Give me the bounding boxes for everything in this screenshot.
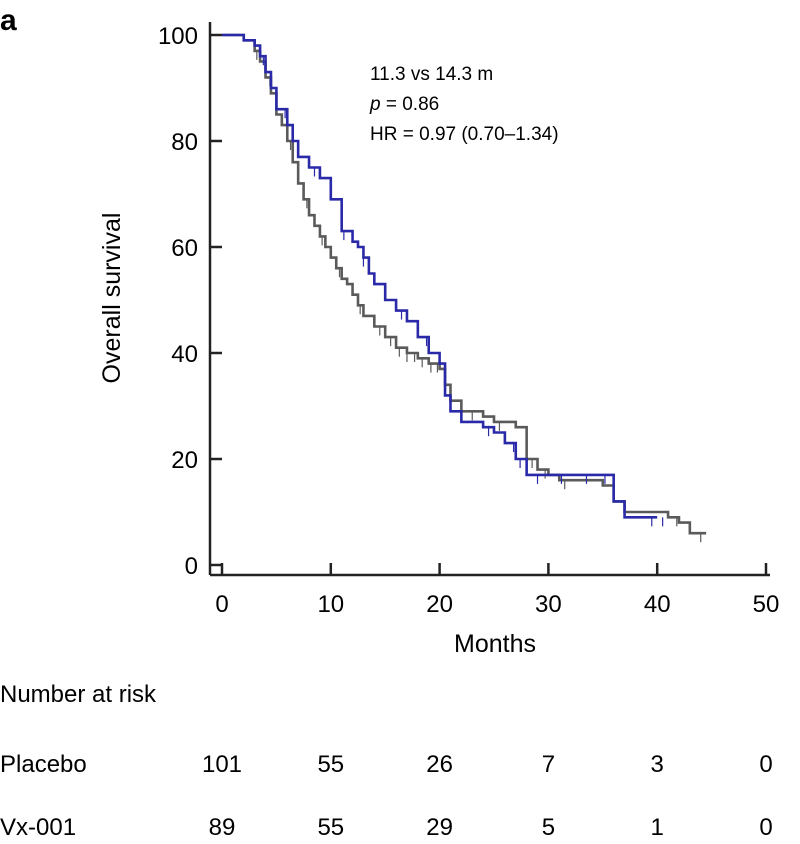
annotation-median: 11.3 vs 14.3 m	[370, 64, 493, 85]
annotation-hazard-ratio: HR = 0.97 (0.70–1.34)	[370, 124, 559, 145]
risk-value-vx001: 29	[426, 814, 453, 841]
risk-value-vx001: 0	[759, 814, 772, 841]
annotation-p-value: = 0.86	[381, 94, 440, 115]
risk-value-vx001: 55	[317, 814, 344, 841]
x-tick-label: 30	[535, 591, 562, 618]
x-tick-label: 50	[753, 591, 780, 618]
series-line-vx001	[222, 33, 658, 519]
y-tick-label: 100	[158, 23, 198, 50]
risk-value-vx001: 1	[651, 814, 664, 841]
risk-value-placebo: 0	[759, 751, 772, 778]
annotation-pvalue: p = 0.86	[369, 94, 439, 115]
y-tick-label: 20	[171, 447, 198, 474]
risk-value-placebo: 26	[426, 751, 453, 778]
x-tick-label: 10	[317, 591, 344, 618]
annotation-p-symbol: p	[369, 94, 381, 115]
y-tick-label: 80	[171, 129, 198, 156]
series-layer	[222, 33, 707, 543]
risk-value-vx001: 89	[209, 814, 236, 841]
x-tick-label: 0	[215, 591, 228, 618]
x-tick-label: 40	[644, 591, 671, 618]
risk-row-label-placebo: Placebo	[0, 751, 87, 778]
y-tick-label: 40	[171, 341, 198, 368]
x-tick-label: 20	[426, 591, 453, 618]
series-line-placebo	[222, 33, 707, 535]
y-tick-label: 0	[185, 553, 198, 580]
axis-ticks: 0 20 40 60 80 100 0 10 20 30 40 50	[158, 23, 779, 618]
y-axis-title: Overall survival	[98, 213, 126, 384]
risk-value-vx001: 5	[542, 814, 555, 841]
risk-table-title: Number at risk	[0, 681, 157, 708]
panel-label: a	[0, 4, 17, 37]
risk-row-label-vx001: Vx-001	[0, 814, 76, 841]
risk-value-placebo: 3	[651, 751, 664, 778]
risk-value-placebo: 101	[202, 751, 242, 778]
x-axis-title: Months	[454, 630, 536, 658]
y-tick-label: 60	[171, 235, 198, 262]
risk-value-placebo: 7	[542, 751, 555, 778]
risk-table-values: 101 55 26 7 3 0 89 55 29 5 1 0	[202, 751, 773, 841]
risk-value-placebo: 55	[317, 751, 344, 778]
